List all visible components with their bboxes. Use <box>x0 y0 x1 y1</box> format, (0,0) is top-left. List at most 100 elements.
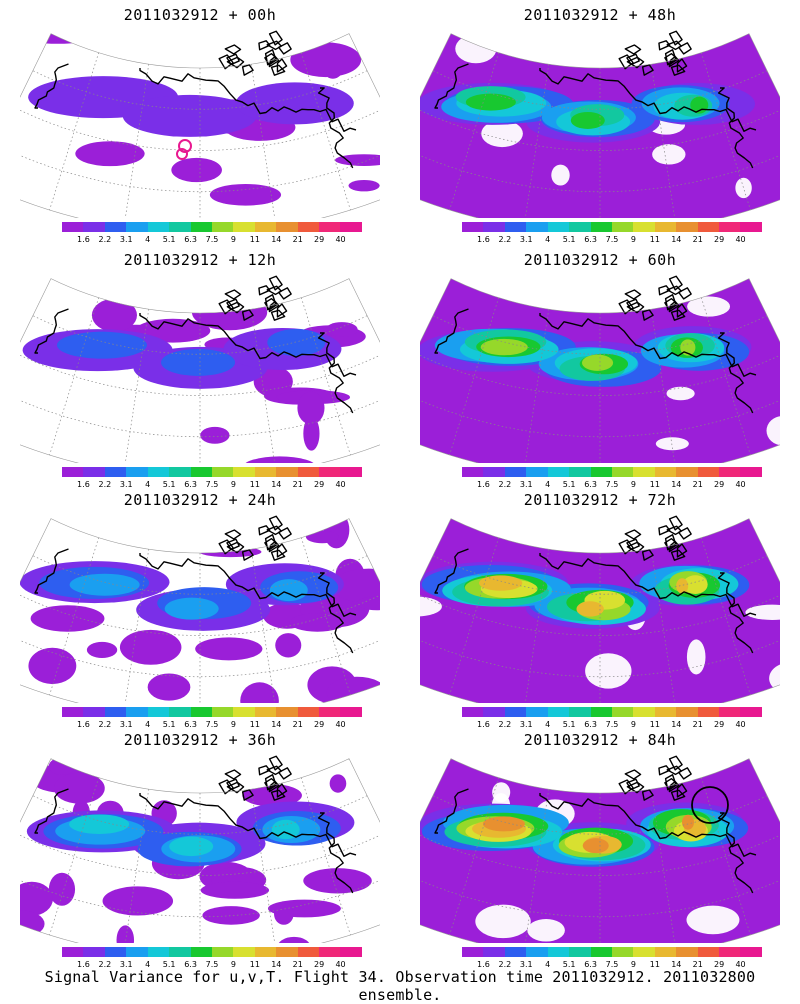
colorbar-tick-label: 3.1 <box>119 480 133 489</box>
colorbar-tick-label: 4 <box>545 235 551 244</box>
arctic-island <box>241 309 254 321</box>
arctic-island <box>670 789 686 801</box>
colorbar-swatch <box>504 707 527 717</box>
colorbar-tick-label: 4 <box>145 720 151 729</box>
colorbar <box>462 707 762 717</box>
latitude-line <box>20 354 380 396</box>
field-contour <box>69 573 140 596</box>
colorbar-tick-label: 1.6 <box>477 720 490 729</box>
colorbar-swatch <box>340 467 362 477</box>
panel-title: 2011032912 + 84h <box>523 731 677 749</box>
field-blob <box>119 629 182 665</box>
colorbar-tick-label: 7.5 <box>205 960 219 969</box>
colorbar-tick-label: 3.1 <box>519 960 533 969</box>
colorbar-tick-label: 7.5 <box>205 720 219 729</box>
coastline-asia <box>34 63 69 109</box>
arctic-island <box>624 769 642 780</box>
arctic-island <box>668 515 683 531</box>
arctic-island <box>268 55 280 68</box>
colorbar-tick-label: 11 <box>249 720 260 729</box>
field-contour <box>271 819 300 840</box>
arctic-island <box>676 303 688 318</box>
forecast-panel-24h: 2011032912 + 24h 1.6 2.2 3.1 4 5.1 6.3 7.5 9 11 1… <box>0 485 400 729</box>
arctic-island <box>266 765 282 776</box>
colorbar-swatch <box>697 707 720 717</box>
colorbar-tick-label: 5.1 <box>562 480 576 489</box>
colorbar-tick-label: 40 <box>735 960 746 969</box>
colorbar-tick-label: 7.5 <box>205 480 219 489</box>
colorbar-swatch <box>569 222 591 232</box>
colorbar-tick-label: 21 <box>692 720 703 729</box>
panel-title: 2011032912 + 12h <box>123 251 277 269</box>
arctic-island <box>626 538 640 551</box>
graticule <box>20 297 380 463</box>
arctic-island <box>218 539 234 555</box>
colorbar-tick-label: 3.1 <box>119 960 133 969</box>
colorbar-tick-label: 14 <box>671 960 682 969</box>
arctic-island <box>618 299 634 315</box>
arctic-island <box>266 285 282 296</box>
colorbar-tick-label: 40 <box>735 235 746 244</box>
colorbar-swatch <box>319 467 341 477</box>
colorbar-tick-label: 1.6 <box>77 480 90 489</box>
map-frame <box>20 758 380 943</box>
colorbar-labels: 1.6 2.2 3.1 4 5.1 6.3 7.5 9 11 14 21 29 40 <box>50 480 370 490</box>
arctic-island <box>678 767 692 780</box>
field-blob <box>348 179 380 192</box>
colorbar <box>462 947 762 957</box>
arctic-island <box>670 309 686 321</box>
arctic-island <box>268 515 283 531</box>
field-contour <box>122 94 257 137</box>
colorbar-swatch <box>147 707 170 717</box>
arctic-island <box>626 53 640 66</box>
panel-title: 2011032912 + 00h <box>123 6 277 24</box>
arctic-island <box>276 58 288 73</box>
field-blob <box>303 416 320 451</box>
arctic-island <box>224 529 242 540</box>
colorbar-swatch <box>590 222 612 232</box>
colorbar-swatch <box>697 222 720 232</box>
coastline-west <box>317 87 354 169</box>
arctic-island <box>258 40 271 51</box>
colorbar-labels: 1.6 2.2 3.1 4 5.1 6.3 7.5 9 11 14 21 29 40 <box>50 960 370 970</box>
arctic-island <box>226 781 245 794</box>
graticule <box>20 52 380 218</box>
arctic-island <box>658 525 671 536</box>
colorbar-swatch <box>740 707 762 717</box>
colorbar-swatch <box>504 222 527 232</box>
arctic-island <box>268 780 280 793</box>
field-contour <box>161 348 236 376</box>
field-blob <box>242 456 317 463</box>
colorbar-tick-label: 5.1 <box>562 235 576 244</box>
colorbar-swatch <box>169 222 191 232</box>
field-blob <box>686 905 740 935</box>
arctic-island <box>666 40 682 51</box>
colorbar-tick-label: 6.3 <box>584 720 597 729</box>
arctic-island <box>626 541 645 554</box>
colorbar-tick-label: 29 <box>714 235 725 244</box>
target-circle <box>691 786 729 824</box>
colorbar-swatch <box>547 707 570 717</box>
map-plot <box>420 515 780 703</box>
field-blob <box>735 177 752 199</box>
colorbar-swatch <box>276 947 298 957</box>
colorbar-swatch <box>633 707 655 717</box>
colorbar-swatch <box>147 947 170 957</box>
colorbar-swatch <box>147 467 170 477</box>
colorbar-swatch <box>104 707 127 717</box>
colorbar-swatch <box>169 947 191 957</box>
colorbar-tick-label: 5.1 <box>562 960 576 969</box>
coastline-north-america <box>539 793 757 857</box>
field-blob <box>356 596 380 611</box>
colorbar-swatch <box>169 707 191 717</box>
coastlines <box>434 30 757 169</box>
field-contour <box>576 601 604 617</box>
colorbar <box>462 222 762 232</box>
colorbar-swatch <box>340 222 362 232</box>
colorbar-swatch <box>62 947 84 957</box>
colorbar-tick-label: 9 <box>230 960 236 969</box>
field-blob <box>289 613 346 632</box>
field-blob <box>116 925 135 943</box>
field-blob <box>147 673 191 701</box>
colorbar-swatch <box>590 947 612 957</box>
